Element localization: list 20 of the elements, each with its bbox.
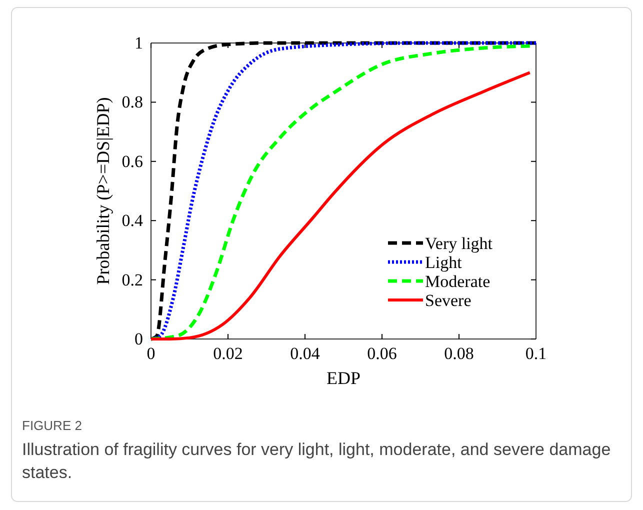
x-tick-label: 0.08 bbox=[444, 344, 474, 364]
x-tick-label: 0.04 bbox=[290, 344, 320, 364]
legend-label: Severe bbox=[425, 291, 472, 310]
y-tick-label: 1 bbox=[134, 33, 143, 52]
y-tick-label: 0.6 bbox=[122, 152, 143, 171]
y-tick-label: 0.2 bbox=[122, 270, 143, 290]
y-tick-label: 0 bbox=[134, 329, 143, 348]
x-tick-label: 0.02 bbox=[213, 344, 243, 364]
y-tick-label: 0.4 bbox=[122, 211, 144, 230]
y-axis-title: Probability (P>=DS|EDP) bbox=[93, 97, 113, 285]
text: Illustration of fragility curves for very light, light, moderate, and severe damage states. bbox=[22, 440, 611, 482]
caption: FIGURE 2 bbox=[22, 418, 82, 433]
x-tick-label: 0.06 bbox=[367, 344, 397, 364]
x-tick-label: 0.1 bbox=[525, 344, 547, 364]
y-tick-label: 0.8 bbox=[122, 92, 143, 112]
legend-label: Moderate bbox=[425, 272, 490, 291]
legend-label: Light bbox=[425, 253, 462, 272]
x-tick-label: 0 bbox=[146, 344, 156, 364]
x-axis-title: EDP bbox=[326, 368, 361, 388]
legend-label: Very light bbox=[425, 234, 493, 253]
